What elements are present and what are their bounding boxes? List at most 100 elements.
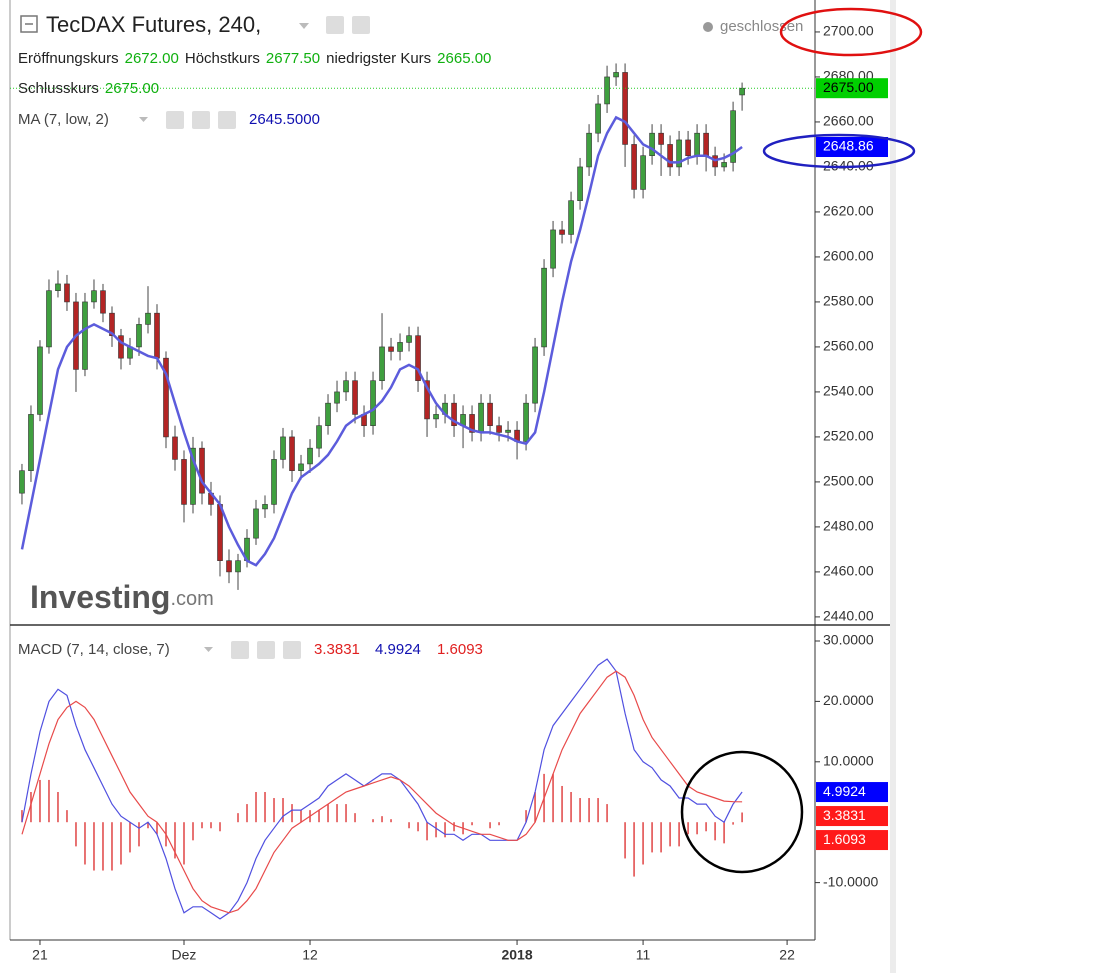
scrollbar xyxy=(890,0,896,973)
candle-body xyxy=(136,324,142,348)
y-tick-label: 20.0000 xyxy=(823,692,874,708)
candle-body xyxy=(298,463,304,471)
y-tick-label: 2600.00 xyxy=(823,248,874,264)
candle-body xyxy=(640,155,646,190)
close-label: Schlusskurs xyxy=(18,80,99,97)
y-tick-label: 2500.00 xyxy=(823,473,874,489)
ma-close-icon[interactable] xyxy=(218,111,236,129)
price-tag-label: 2648.86 xyxy=(823,138,874,154)
settings-icon[interactable] xyxy=(352,16,370,34)
watermark-brand: Investing xyxy=(30,579,170,615)
candle-body xyxy=(379,346,385,381)
candle-body xyxy=(451,402,457,426)
candle-body xyxy=(271,459,277,505)
candle-body xyxy=(118,335,124,359)
candle-body xyxy=(235,560,241,573)
candle-body xyxy=(604,76,610,105)
dropdown-arrow[interactable] xyxy=(299,23,309,29)
candle-body xyxy=(109,312,115,336)
close-value: 2675.00 xyxy=(105,80,159,97)
x-tick-label: 12 xyxy=(302,947,318,963)
high-value: 2677.50 xyxy=(266,50,320,67)
annotations xyxy=(680,7,923,874)
candle-body xyxy=(226,560,232,573)
candle-body xyxy=(91,290,97,303)
candle-body xyxy=(559,229,565,235)
low-value: 2665.00 xyxy=(437,50,491,67)
candle-body xyxy=(739,87,745,96)
macd-close-icon[interactable] xyxy=(283,641,301,659)
y-tick-label: 2560.00 xyxy=(823,338,874,354)
ma-value: 2645.5000 xyxy=(249,111,320,128)
y-tick-label: 10.0000 xyxy=(823,753,874,769)
x-tick-label: 22 xyxy=(779,947,795,963)
ma-legend: MA (7, low, 2) xyxy=(18,111,109,128)
candle-body xyxy=(550,229,556,269)
series-line xyxy=(21,670,743,914)
x-tick-label: 2018 xyxy=(501,947,532,963)
candle-body xyxy=(217,504,223,561)
candle-body xyxy=(613,72,619,78)
price-tag-label: 1.6093 xyxy=(823,831,866,847)
candle-body xyxy=(55,283,61,291)
candle-body xyxy=(64,283,70,303)
candle-body xyxy=(415,335,421,381)
macd-dropdown[interactable] xyxy=(204,647,213,652)
candle-body xyxy=(433,414,439,420)
candle-body xyxy=(505,429,511,433)
candle-body xyxy=(523,402,529,442)
candle-body xyxy=(595,103,601,134)
black-circle xyxy=(680,750,804,874)
price-tag-label: 2675.00 xyxy=(823,79,874,95)
candle-body xyxy=(163,357,169,438)
candle-body xyxy=(28,414,34,471)
ma-dropdown[interactable] xyxy=(139,117,148,122)
x-tick-label: 11 xyxy=(636,947,651,963)
ma-eye-icon[interactable] xyxy=(166,111,184,129)
candle-body xyxy=(424,380,430,420)
candle-body xyxy=(343,380,349,393)
candle-body xyxy=(658,132,664,145)
series-line xyxy=(21,658,743,920)
candle-body xyxy=(388,346,394,352)
candle-body xyxy=(577,166,583,201)
candle-body xyxy=(289,436,295,471)
macd-settings-icon[interactable] xyxy=(257,641,275,659)
candle-body xyxy=(46,290,52,348)
candle-body xyxy=(541,267,547,348)
chart-title: TecDAX Futures, 240, xyxy=(46,12,261,37)
candle-body xyxy=(532,346,538,404)
ohlc-legend: Eröffnungskurs 2672.00 Höchstkurs 2677.50 ni… xyxy=(18,50,491,67)
price-tag-label: 4.9924 xyxy=(823,783,866,799)
low-label: niedrigster Kurs xyxy=(326,50,431,67)
candle-body xyxy=(496,425,502,433)
candle-body xyxy=(19,470,25,494)
candle-body xyxy=(334,391,340,404)
candle-body xyxy=(667,144,673,168)
price-tag-label: 3.3831 xyxy=(823,807,866,823)
plot-area: 2440.00 2460.00 2480.00 2500.00 2520.00 2540.… xyxy=(10,23,888,963)
collapse-icon[interactable] xyxy=(20,15,38,33)
candle-body xyxy=(145,312,151,325)
candle-body xyxy=(730,110,736,163)
candle-body xyxy=(487,402,493,426)
candle-body xyxy=(37,346,43,415)
y-tick-label: 2580.00 xyxy=(823,293,874,309)
candle-body xyxy=(478,402,484,433)
candle-body xyxy=(649,132,655,156)
x-tick-label: 21 xyxy=(32,947,48,963)
y-tick-label: 2620.00 xyxy=(823,203,874,219)
y-tick-label: 2700.00 xyxy=(823,23,874,39)
candle-body xyxy=(586,132,592,168)
candle-body xyxy=(172,436,178,460)
ma-settings-icon[interactable] xyxy=(192,111,210,129)
y-tick-label: 30.0000 xyxy=(823,632,874,648)
y-tick-label: -10.0000 xyxy=(823,873,878,889)
candle-body xyxy=(568,200,574,235)
price-tag xyxy=(816,806,888,827)
eye-icon[interactable] xyxy=(326,16,344,34)
y-tick-label: 2540.00 xyxy=(823,383,874,399)
candle-body xyxy=(307,447,313,465)
close-legend: Schlusskurs 2675.00 xyxy=(18,80,159,97)
macd-eye-icon[interactable] xyxy=(231,641,249,659)
